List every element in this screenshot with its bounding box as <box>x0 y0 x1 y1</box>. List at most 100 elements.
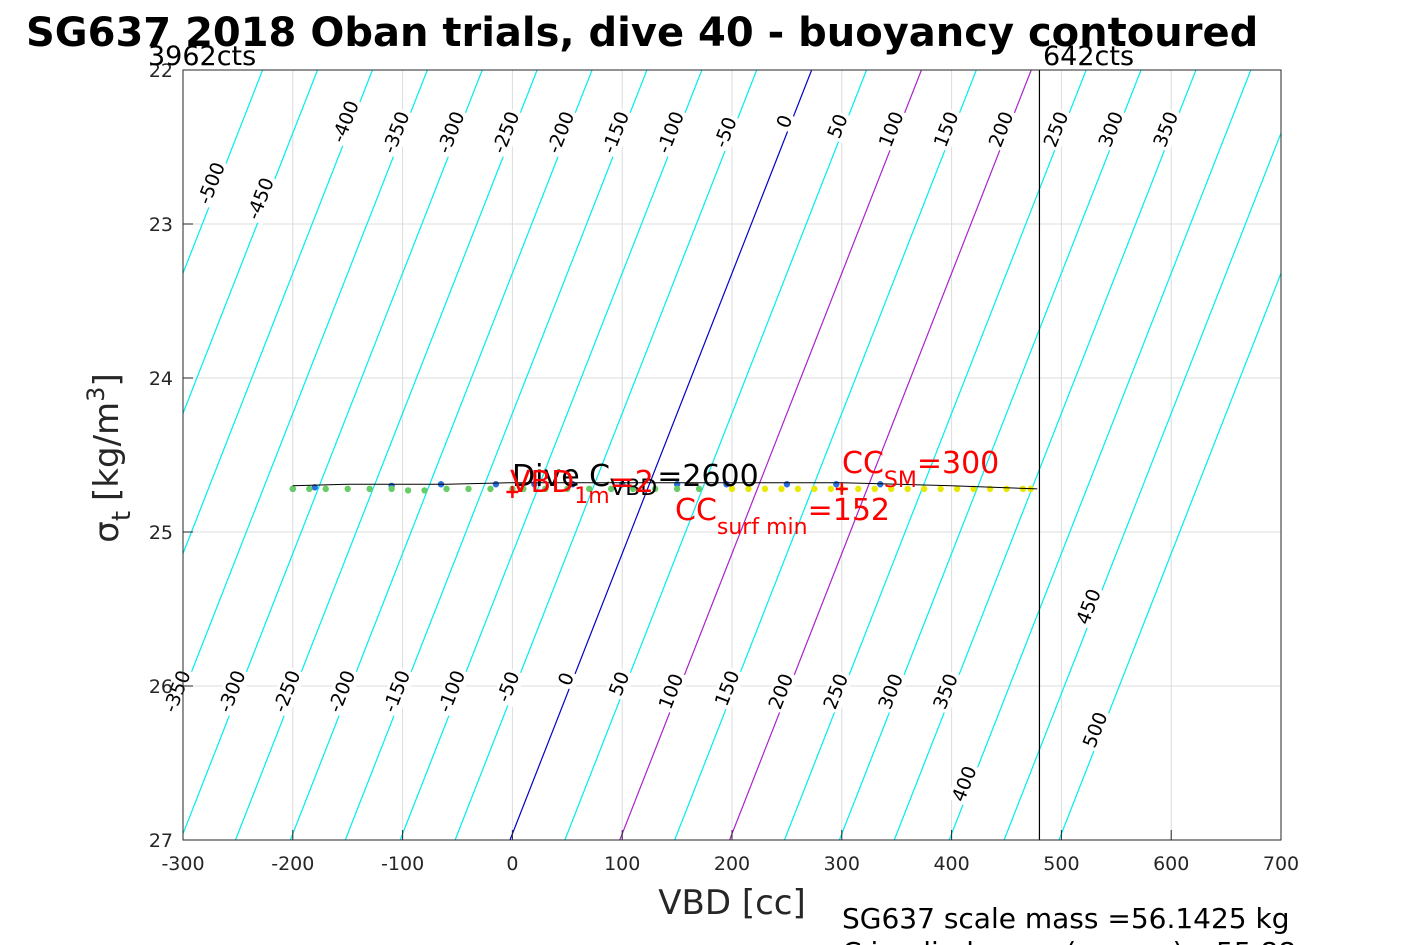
cc-surf-main: CC <box>675 493 717 528</box>
cc-sm-sub: SM <box>884 468 917 493</box>
surface-point <box>871 485 878 493</box>
contour-label-bg <box>1093 106 1129 153</box>
vbd-1m-sub: 1m <box>574 484 609 509</box>
cc-surf-sub: surf min <box>717 515 808 540</box>
surface-point <box>920 485 928 493</box>
climb-point <box>421 487 428 494</box>
climb-point <box>651 485 659 493</box>
contour-label-bg <box>928 668 964 715</box>
contour-label-bg <box>326 95 365 148</box>
contour-label-bg <box>822 109 854 144</box>
surface-point <box>827 485 835 493</box>
footnote-implied-mass: C implied mass (approx) =55.88 <box>842 936 1296 945</box>
surface-point <box>745 485 752 493</box>
contour-line <box>183 70 373 556</box>
vbd-1m-rest: =2 <box>610 465 654 500</box>
y-label-sigma: σ <box>87 521 127 543</box>
surface-point <box>855 485 862 493</box>
contour-label: 350 <box>1149 109 1183 151</box>
x-tick-label: 500 <box>1043 853 1079 875</box>
cc-sm-main: CC <box>842 446 884 481</box>
cc-sm-rest: =300 <box>917 446 999 481</box>
cc-sm-annotation: CCSM=300 <box>842 446 999 493</box>
cc-sm-marker <box>835 482 848 495</box>
x-tick-label: -300 <box>161 853 204 875</box>
contour-line <box>183 70 483 836</box>
contour-label: 350 <box>929 671 963 713</box>
contour-label-bg <box>158 665 197 718</box>
contour-label: 300 <box>1094 109 1128 151</box>
climb-point <box>542 485 549 493</box>
grid-lines <box>182 69 1282 841</box>
climb-point <box>487 485 494 493</box>
top-right-count-label: 642cts <box>1043 41 1134 72</box>
contour-label-bg <box>192 157 231 210</box>
contour-label-bg <box>241 172 280 225</box>
climb-point <box>608 485 615 493</box>
climb-point <box>366 485 373 493</box>
x-tick-label: 700 <box>1263 853 1299 875</box>
surface-point <box>937 485 944 493</box>
contour-label-bg <box>763 668 799 715</box>
y-tick-label: 26 <box>149 676 173 698</box>
contour-line <box>1003 131 1281 840</box>
contour-label-bg <box>377 106 416 159</box>
contour-label-bg <box>1071 584 1107 630</box>
contour-line <box>948 70 1252 840</box>
contour-label-bg <box>818 668 854 715</box>
dive-point <box>783 481 791 488</box>
y-tick-label: 25 <box>149 522 173 544</box>
contour-label-bg <box>487 106 526 159</box>
contour-line <box>564 70 868 840</box>
surface-point <box>888 485 895 493</box>
x-tick-label: 200 <box>714 853 750 875</box>
dive-c-sub: VBD <box>610 476 657 501</box>
x-tick-label: 600 <box>1153 853 1189 875</box>
contour-label: 150 <box>711 668 745 710</box>
contour-label: -250 <box>269 667 305 715</box>
vbd-1m-main: VBD <box>510 465 574 500</box>
contour-label: -200 <box>324 667 360 715</box>
contour-label: 100 <box>655 671 689 713</box>
contour-label-bg <box>378 665 416 718</box>
y-tick-label: 22 <box>149 60 173 82</box>
contour-label: -400 <box>328 98 364 146</box>
contour-label-bg <box>873 668 909 715</box>
climb-point <box>443 485 450 493</box>
contour-line <box>183 70 428 696</box>
climb-point <box>465 485 472 493</box>
contour-labels: -500 -450-400 -350 -300 -250 -200 -150 -100 -50 0… <box>158 95 1184 807</box>
climb-point <box>629 485 637 493</box>
contour-label-bg <box>323 665 361 718</box>
contour-label-bg <box>709 112 743 153</box>
x-tick-label: 300 <box>824 853 860 875</box>
contour-label: 400 <box>948 763 982 805</box>
surface-point <box>761 485 769 493</box>
y-axis-label: σt [kg/m3] <box>82 373 137 542</box>
climb-point <box>306 485 313 493</box>
contour-label-bg <box>1038 106 1075 153</box>
cc-surf-min-annotation: CCsurf min=152 <box>675 493 890 540</box>
contour-label: 250 <box>819 671 853 713</box>
contour-label-bg <box>929 106 965 153</box>
contour-label-bg <box>983 106 1020 153</box>
contour-label-bg <box>491 666 526 708</box>
surface-point <box>811 485 818 493</box>
contour-label: 300 <box>874 671 908 713</box>
climb-point <box>322 485 329 493</box>
contour-line <box>454 70 758 840</box>
y-label-close: ] <box>87 373 127 386</box>
climb-point <box>289 485 296 493</box>
contour-label-bg <box>652 106 690 159</box>
climb-point <box>344 485 351 493</box>
contour-line <box>399 70 703 840</box>
contour-label-bg <box>710 665 746 712</box>
y-tick-label: 27 <box>149 830 173 852</box>
dive-c-main: Dive C <box>512 459 610 494</box>
dive-c-annotation: Dive CVBD=2600 <box>512 459 759 501</box>
contour-label: 500 <box>1079 709 1113 751</box>
contour-label-bg <box>874 106 910 153</box>
y-label-sub: t <box>107 511 137 521</box>
y-label-unit: [kg/m <box>87 402 127 501</box>
